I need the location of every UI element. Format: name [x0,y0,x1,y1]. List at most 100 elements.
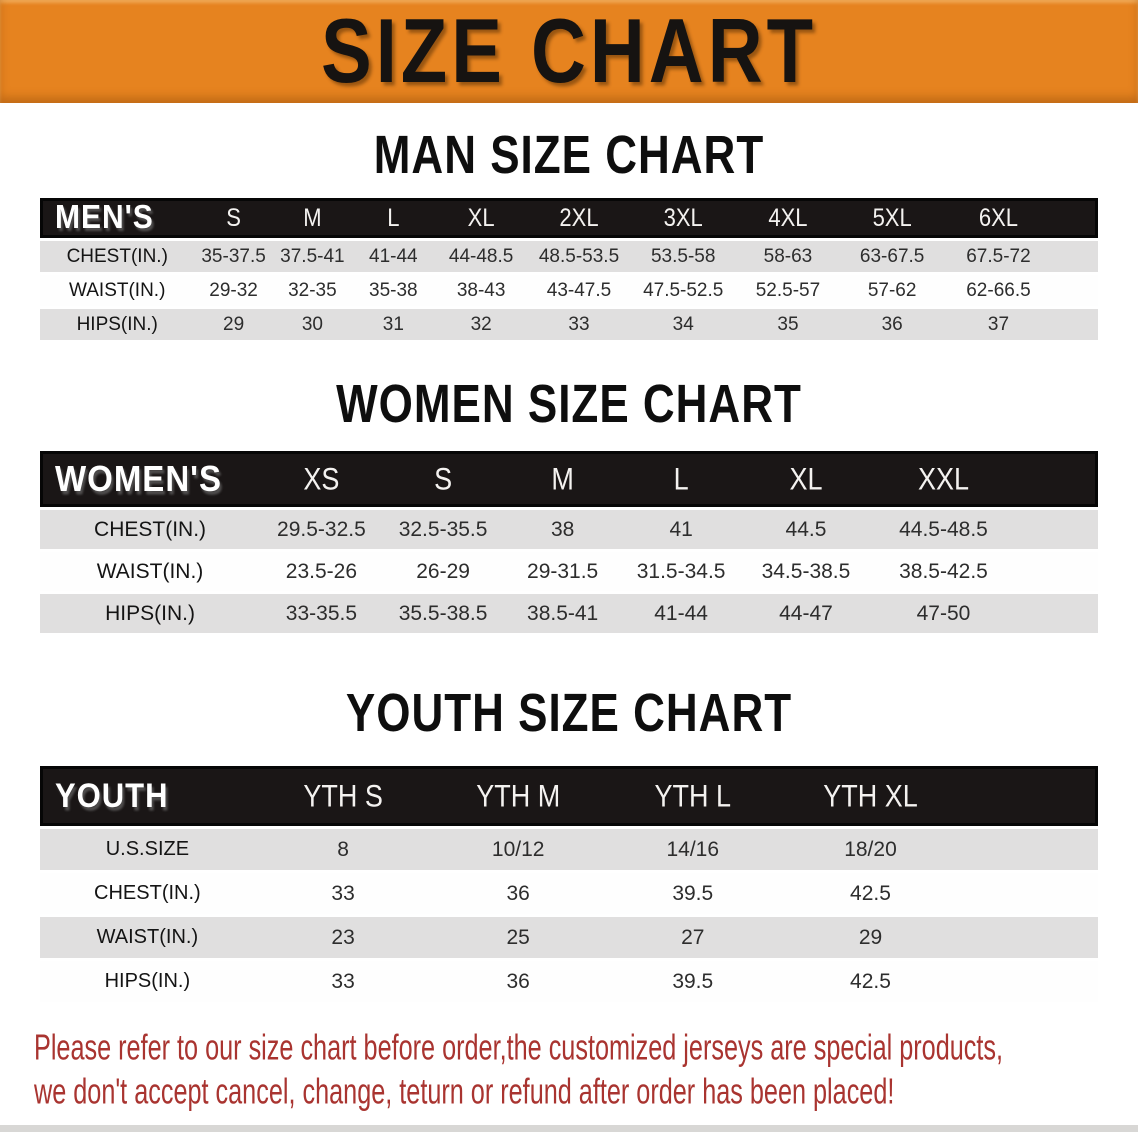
size-value: 36 [839,309,945,340]
size-value: 42.5 [780,873,961,914]
size-value: 26-29 [382,552,504,591]
measurement-row: HIPS(IN.) 29 30 31 32 33 34 35 36 37 [40,309,1098,340]
row-filler [1015,594,1098,633]
measurement-label: WAIST(IN.) [40,917,255,958]
size-header-row: YOUTH YTH S YTH M YTH L YTH XL [40,766,1098,826]
size-column-header-text: M [303,203,322,232]
size-column-header-text: YTH XL [823,778,918,813]
size-column-header: XL [434,198,528,238]
size-value: 35-38 [352,275,435,306]
size-column-header-text: S [226,203,241,232]
size-value: 8 [254,829,432,870]
size-value: 35-37.5 [194,241,273,272]
size-value: 10/12 [431,829,605,870]
size-value: 27 [604,917,781,958]
size-value: 32-35 [272,275,353,306]
size-value: 35 [736,309,840,340]
measurement-row: U.S.SIZE 8 10/12 14/16 18/20 [40,829,1098,870]
size-value: 47.5-52.5 [630,275,737,306]
size-value: 25 [431,917,605,958]
size-value: 58-63 [736,241,840,272]
measurement-label: WAIST(IN.) [40,275,195,306]
bottom-edge-strip [0,1125,1138,1132]
row-filler [960,917,1098,958]
size-column-header: 4XL [736,198,840,238]
size-value: 23.5-26 [260,552,383,591]
measurement-label: U.S.SIZE [40,829,255,870]
size-value: 39.5 [604,961,781,1002]
size-column-header: YTH M [431,766,605,826]
measurement-label: CHEST(IN.) [40,510,261,549]
size-column-header: YTH L [604,766,781,826]
size-column-header: YTH XL [780,766,961,826]
size-column-header: 3XL [630,198,737,238]
size-column-header: S [194,198,273,238]
size-value: 33 [254,961,432,1002]
size-value: 35.5-38.5 [382,594,504,633]
size-column-header: S [382,451,504,507]
youth-size-table: YOUTH YTH S YTH M YTH L YTH XL U.S.SIZE 8 10/12… [40,763,1098,1005]
size-column-header: 6XL [944,198,1053,238]
size-column-header: 5XL [839,198,945,238]
size-column-header-text: L [387,203,400,232]
size-column-header-text: 6XL [978,203,1019,232]
size-value: 33 [527,309,631,340]
size-column-header-text: XL [789,461,823,496]
measurement-row: WAIST(IN.) 29-32 32-35 35-38 38-43 43-47.5 47.… [40,275,1098,306]
size-value: 33 [254,873,432,914]
header-filler [960,766,1098,826]
size-column-header-text: YTH L [654,778,732,813]
corner-label-text: MEN'S [55,199,154,236]
size-value: 30 [272,309,353,340]
size-value: 38.5-41 [503,594,622,633]
size-value: 38.5-42.5 [871,552,1016,591]
row-filler [1015,510,1098,549]
size-value: 29.5-32.5 [260,510,383,549]
disclaimer-line-2: we don't accept cancel, change, teturn o… [34,1072,895,1112]
size-value: 44-48.5 [434,241,528,272]
size-value: 41-44 [352,241,435,272]
row-filler [960,961,1098,1002]
row-filler [960,873,1098,914]
size-column-header-text: S [434,461,453,496]
size-column-header: YTH S [254,766,432,826]
size-value: 48.5-53.5 [527,241,631,272]
measurement-row: CHEST(IN.) 35-37.5 37.5-41 41-44 44-48.5 48.5… [40,241,1098,272]
size-value: 67.5-72 [944,241,1053,272]
size-value: 41 [621,510,741,549]
size-value: 29-32 [194,275,273,306]
size-column-header-text: 2XL [559,203,599,232]
order-disclaimer: Please refer to our size chart before or… [34,1026,1138,1114]
size-value: 44-47 [740,594,872,633]
size-value: 38-43 [434,275,528,306]
size-value: 52.5-57 [736,275,840,306]
size-value: 39.5 [604,873,781,914]
size-value: 31.5-34.5 [621,552,741,591]
table-corner-label: YOUTH [40,766,255,826]
size-value: 36 [431,961,605,1002]
size-header-row: WOMEN'S XS S M L XL XXL [40,451,1098,507]
measurement-row: CHEST(IN.) 33 36 39.5 42.5 [40,873,1098,914]
corner-label-text: YOUTH [55,776,169,815]
size-column-header: L [352,198,435,238]
women-table-wrapper: WOMEN'S XS S M L XL XXL CHEST(IN.) 29.5-32.5 32.5… [0,448,1138,636]
measurement-label: WAIST(IN.) [40,552,261,591]
measurement-row: CHEST(IN.) 29.5-32.5 32.5-35.5 38 41 44.5 44.5… [40,510,1098,549]
measurement-label: CHEST(IN.) [40,873,255,914]
size-column-header-text: YTH S [303,778,383,813]
header-filler [1052,198,1098,238]
size-column-header: XS [260,451,383,507]
size-column-header: XXL [871,451,1016,507]
size-header-row: MEN'S S M L XL 2XL 3XL 4XL 5XL 6XL [40,198,1098,238]
measurement-label: HIPS(IN.) [40,309,195,340]
size-value: 31 [352,309,435,340]
size-column-header-text: XL [467,203,495,232]
row-filler [1052,241,1098,272]
size-value: 63-67.5 [839,241,945,272]
men-table-wrapper: MEN'S S M L XL 2XL 3XL 4XL 5XL 6XL CHEST(IN.) 35-37… [0,195,1138,343]
measurement-label: HIPS(IN.) [40,961,255,1002]
size-value: 57-62 [839,275,945,306]
size-value: 62-66.5 [944,275,1053,306]
size-value: 34 [630,309,737,340]
banner-title: SIZE CHART [321,0,817,103]
